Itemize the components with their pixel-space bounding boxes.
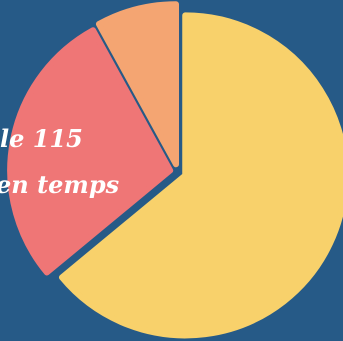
slice-largest: [58, 12, 343, 339]
slice-small: [95, 1, 180, 168]
slice-label-line-2: en temps: [0, 170, 120, 199]
slice-medium: [7, 27, 174, 276]
slice-label-line-1: le 115: [0, 124, 83, 153]
